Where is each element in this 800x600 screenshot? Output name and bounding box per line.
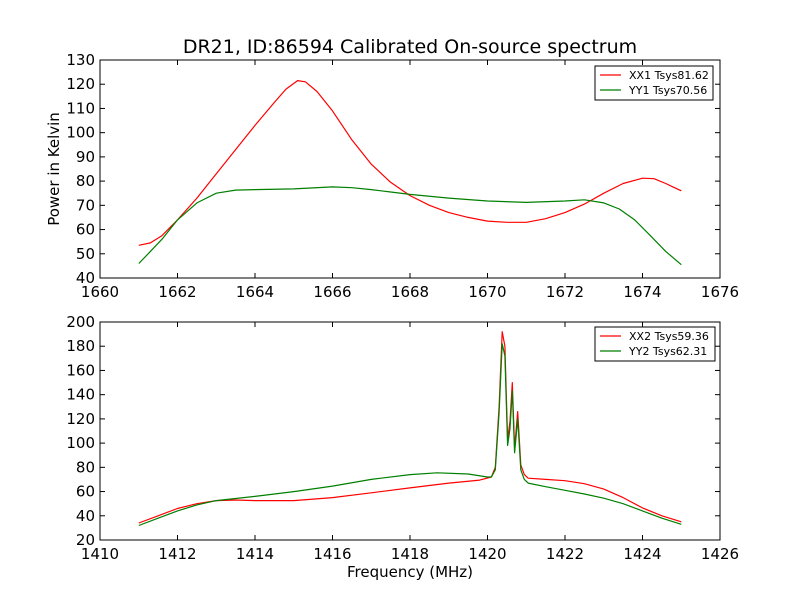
legend: XX2 Tsys59.36 YY2 Tsys62.31 [594,326,716,362]
top-chart: DR21, ID:86594 Calibrated On-source spec… [45,36,739,301]
y-tick-label: 50 [76,245,95,263]
series-line-2 [138,186,682,266]
legend-box [594,326,716,362]
y-tick-label: 160 [66,361,95,379]
x-tick-label: 1662 [158,283,196,301]
y-tick-label: 120 [66,410,95,428]
tick-labels: 1410 1412 1414 1416 1418 1420 1422 1424 1426 20 40… [66,313,739,563]
legend-label: XX1 Tsys81.62 [629,69,709,82]
x-tick-label: 1412 [158,545,196,563]
x-tick-label: 1664 [236,283,274,301]
x-tick-label: 1674 [623,283,661,301]
x-tick-label: 1426 [701,545,739,563]
y-tick-label: 140 [66,386,95,404]
y-tick-label: 120 [66,75,95,93]
y-tick-label: 200 [66,313,95,331]
series-line-1 [138,80,682,246]
tick-labels: 1660 1662 1664 1666 1668 1670 1672 1674 1676 40 50… [66,51,739,301]
y-tick-label: 70 [76,196,95,214]
x-axis-label: Frequency (MHz) [347,563,473,581]
y-tick-label: 110 [66,99,95,117]
y-tick-label: 60 [76,221,95,239]
x-tick-label: 1670 [468,283,506,301]
y-tick-label: 60 [76,483,95,501]
y-axis-label: Power in Kelvin [45,112,63,226]
legend-label: YY1 Tsys70.56 [628,84,707,97]
series-line-2 [138,343,682,527]
x-tick-label: 1418 [391,545,429,563]
chart-title: DR21, ID:86594 Calibrated On-source spec… [183,36,637,58]
x-tick-label: 1672 [546,283,584,301]
x-tick-label: 1422 [546,545,584,563]
legend-label: XX2 Tsys59.36 [629,330,709,343]
x-tick-label: 1676 [701,283,739,301]
plot-frame [99,59,721,279]
x-tick-label: 1660 [81,283,119,301]
legend-label: YY2 Tsys62.31 [628,345,707,358]
x-tick-label: 1666 [313,283,351,301]
x-tick-label: 1416 [313,545,351,563]
y-tick-label: 90 [76,148,95,166]
legend-box [594,65,714,101]
series-line-1 [138,331,682,524]
plot-frame [99,321,721,541]
legend: XX1 Tsys81.62 YY1 Tsys70.56 [594,65,714,101]
y-tick-label: 100 [66,124,95,142]
bottom-chart: Frequency (MHz) 1410 1412 1414 1416 1418 1420… [66,313,739,581]
y-tick-label: 80 [76,172,95,190]
y-tick-label: 80 [76,458,95,476]
y-tick-label: 20 [76,531,95,549]
x-tick-label: 1420 [468,545,506,563]
plot-lines [138,331,682,527]
plot-lines [138,80,682,266]
y-tick-label: 100 [66,434,95,452]
x-tick-label: 1414 [236,545,274,563]
y-tick-label: 40 [76,507,95,525]
x-tick-label: 1424 [623,545,661,563]
y-tick-label: 40 [76,269,95,287]
x-tick-label: 1668 [391,283,429,301]
x-tick-label: 1410 [81,545,119,563]
y-tick-label: 130 [66,51,95,69]
y-tick-label: 180 [66,337,95,355]
